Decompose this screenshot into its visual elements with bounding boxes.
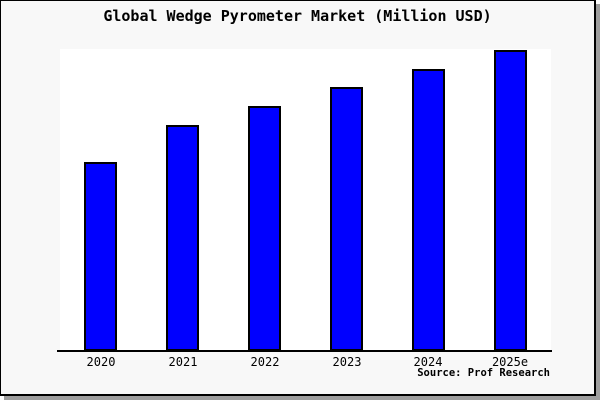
x-tick-2023: 2023 <box>332 355 362 369</box>
bar-2025e <box>494 50 527 351</box>
plot-area <box>60 49 551 351</box>
bar-2022 <box>248 106 281 351</box>
source-note: Source: Prof Research <box>417 367 550 379</box>
x-tick-2021: 2021 <box>168 355 198 369</box>
bar-2024 <box>412 69 445 351</box>
x-tick-2025e: 2025e <box>491 355 529 369</box>
bar-2020 <box>84 162 117 351</box>
bar-2023 <box>330 87 363 351</box>
x-tick-2022: 2022 <box>250 355 280 369</box>
bar-2021 <box>166 125 199 351</box>
x-axis-labels: 2020 2021 2022 2023 2024 2025e <box>60 355 551 369</box>
x-tick-2024: 2024 <box>413 355 443 369</box>
chart-title: Global Wedge Pyrometer Market (Million U… <box>103 7 492 25</box>
x-axis-line <box>57 350 552 352</box>
x-tick-2020: 2020 <box>86 355 116 369</box>
